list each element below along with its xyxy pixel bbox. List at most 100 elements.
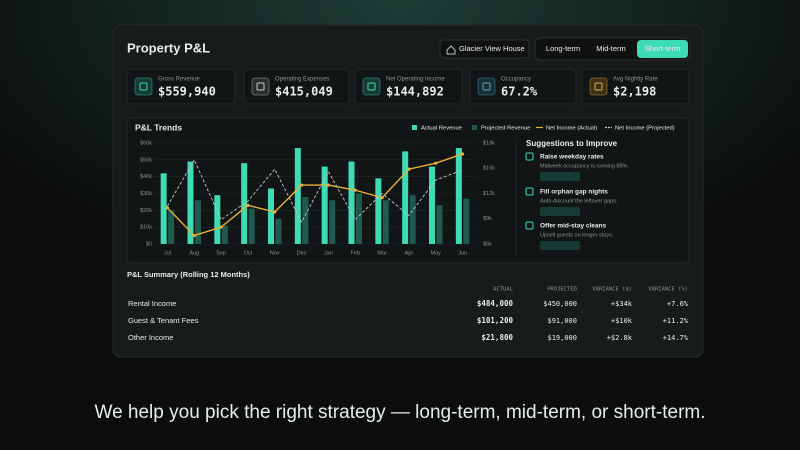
line <box>166 153 463 237</box>
legend-label: Projected Revenue <box>481 126 530 132</box>
kpi-icon-glyph <box>256 82 265 91</box>
line <box>167 158 463 224</box>
legend-label: Actual Revenue <box>421 126 462 132</box>
cell: +$2.8k <box>607 334 633 342</box>
x-tick-label: Jan <box>324 250 333 256</box>
cell: $21,800 <box>481 333 513 342</box>
kpi-label: Operating Expenses <box>275 77 329 83</box>
bar <box>329 200 336 244</box>
line-point <box>219 225 223 229</box>
kpi-card <box>469 68 577 105</box>
row-label: Other Income <box>128 333 173 342</box>
x-tick-label: Feb <box>351 250 360 256</box>
suggestion-title: Fill orphan gap nights <box>540 189 608 196</box>
y-tick-label: $20k <box>140 208 152 214</box>
x-tick-label: Jun <box>458 250 467 256</box>
y-tick-label: $40k <box>140 174 152 180</box>
row-label: Guest & Tenant Fees <box>128 316 199 325</box>
x-tick-label: Sep <box>216 250 226 256</box>
kpi-label: Net Operating Income <box>386 77 445 83</box>
property-selector[interactable] <box>439 39 530 59</box>
row-label: Rental Income <box>128 299 176 308</box>
y-tick-label: $50k <box>140 157 152 163</box>
line-point <box>299 183 304 187</box>
bar <box>275 218 282 244</box>
cell: $484,000 <box>477 299 514 308</box>
cell: $450,000 <box>543 300 577 308</box>
bar <box>348 161 355 244</box>
kpi-icon <box>134 77 153 96</box>
kpi-icon <box>362 77 381 96</box>
y-tick-label: $10k <box>140 225 152 231</box>
suggestion-badge <box>540 241 580 250</box>
line-point <box>273 210 277 214</box>
line-point <box>326 183 331 187</box>
bar <box>382 200 389 244</box>
column-header: ACTUAL <box>493 287 514 293</box>
line-point <box>165 206 170 210</box>
cell: $91,000 <box>547 317 577 325</box>
y2-tick-label: $18k <box>483 140 495 146</box>
bar <box>463 198 470 244</box>
line-point <box>246 203 250 207</box>
cell: +11.2% <box>663 317 689 325</box>
tab[interactable]: Short-term <box>645 44 680 53</box>
suggestion-title: Raise weekday rates <box>540 154 604 161</box>
suggestion-icon <box>525 152 534 161</box>
y2-tick-label: $15k <box>483 166 495 172</box>
x-tick-label: Apr <box>405 250 414 256</box>
x-tick-label: Oct <box>244 250 253 256</box>
kpi-card <box>354 68 463 105</box>
x-tick-label: Nov <box>270 250 280 256</box>
bar <box>268 188 274 244</box>
y2-tick-label: $12k <box>483 191 495 197</box>
page-title: Property P&L <box>127 40 210 55</box>
y-tick-label: $30k <box>140 191 152 197</box>
cell: +$10k <box>611 317 633 325</box>
suggestion-icon <box>525 221 534 230</box>
legend-label: Net Income (Actual) <box>546 126 597 132</box>
kpi-value: $2,198 <box>613 85 656 99</box>
bar <box>168 210 175 244</box>
line-point <box>407 167 411 171</box>
bar <box>321 166 328 244</box>
kpi-card <box>243 68 350 105</box>
kpi-value: $415,049 <box>275 85 333 99</box>
kpi-icon <box>477 77 496 96</box>
bar <box>160 173 167 244</box>
bar <box>302 196 309 244</box>
kpi-card <box>126 68 236 105</box>
bar <box>375 178 382 244</box>
line-point <box>460 152 465 156</box>
property-name: Glacier View House <box>459 44 525 53</box>
kpi-value: 67.2% <box>501 85 538 99</box>
legend-swatch <box>472 125 477 130</box>
y-tick-label: $0 <box>146 241 152 247</box>
suggestion-description: Upsell guests on longer stays. <box>540 232 614 238</box>
y2-tick-label: $9k <box>483 216 492 222</box>
cell: $101,200 <box>477 316 514 325</box>
x-tick-label: Dec <box>297 250 307 256</box>
kpi-icon-glyph <box>482 82 491 91</box>
tab[interactable]: Mid-term <box>596 44 626 53</box>
bar <box>356 193 362 244</box>
bar <box>409 195 416 244</box>
suggestion-badge <box>540 207 580 216</box>
kpi-icon-glyph <box>594 82 603 91</box>
kpi-value: $559,940 <box>158 85 216 99</box>
cell: +7.6% <box>667 300 689 308</box>
line-point <box>192 233 196 238</box>
kpi-value: $144,892 <box>386 85 444 99</box>
legend-swatch <box>412 125 417 130</box>
tab[interactable]: Long-term <box>546 44 580 53</box>
bar <box>436 205 443 244</box>
y-tick-label: $60k <box>140 140 152 146</box>
bar <box>214 195 221 244</box>
x-tick-label: Mar <box>377 250 387 256</box>
bar <box>294 148 301 244</box>
kpi-icon-glyph <box>139 82 148 91</box>
bar <box>429 166 435 244</box>
suggestion-description: Midweek occupancy is running 88%. <box>540 163 629 169</box>
x-tick-label: Aug <box>189 250 199 256</box>
